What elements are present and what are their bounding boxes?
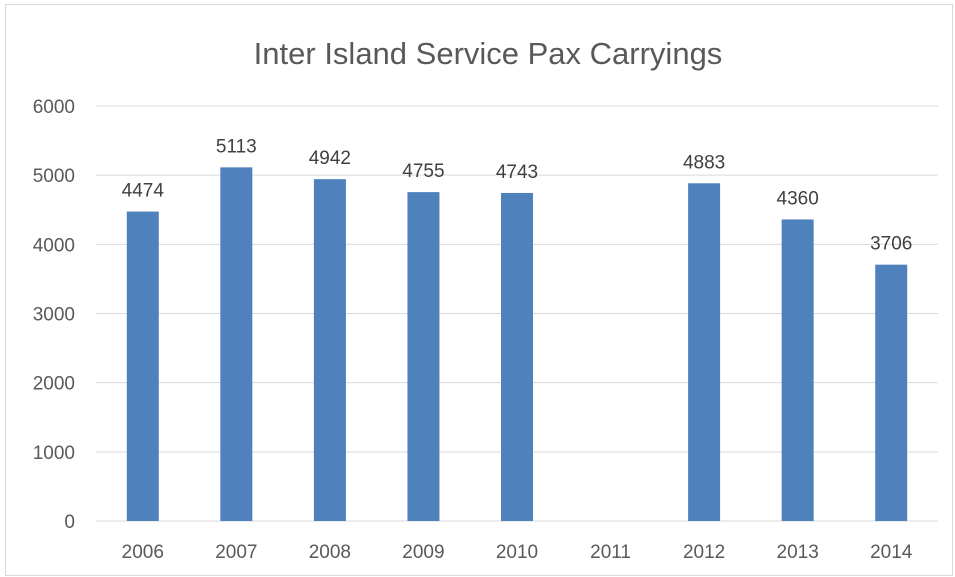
bar	[875, 264, 908, 521]
bar-value-label: 4755	[402, 161, 444, 182]
y-tick-label: 0	[64, 512, 75, 533]
x-tick-label: 2012	[683, 542, 725, 563]
x-tick-label: 2013	[777, 542, 819, 563]
x-tick-label: 2007	[215, 542, 257, 563]
bar-value-label: 4942	[309, 148, 351, 169]
bar-value-label: 5113	[216, 136, 257, 157]
bar-value-label: 3706	[870, 234, 912, 255]
bar	[313, 179, 346, 521]
bar-value-label: 4883	[683, 152, 725, 173]
bar	[407, 192, 440, 522]
y-tick-label: 3000	[33, 305, 75, 326]
bar-value-label: 4360	[777, 188, 819, 209]
x-tick-label: 2009	[402, 542, 444, 563]
bar	[220, 167, 253, 521]
x-tick-label: 2010	[496, 542, 538, 563]
x-axis-ticks: 2006 2007 2008 2009 2010 2011 2012 2013 2014	[122, 542, 913, 563]
x-tick-label: 2011	[590, 542, 631, 563]
bars	[126, 167, 908, 522]
data-labels: 4474 5113 4942 4755 4743 4883 4360 3706	[122, 136, 913, 254]
chart-title: Inter Island Service Pax Carryings	[254, 36, 723, 71]
bar	[781, 219, 814, 521]
y-tick-label: 5000	[33, 166, 75, 187]
y-tick-label: 1000	[33, 443, 75, 464]
bar	[126, 211, 159, 521]
bar-value-label: 4474	[122, 181, 165, 202]
y-tick-label: 2000	[33, 374, 75, 395]
bar	[688, 183, 721, 522]
y-tick-label: 6000	[33, 97, 75, 118]
y-tick-label: 4000	[33, 235, 75, 256]
bar-value-label: 4743	[496, 162, 538, 183]
bar	[501, 192, 533, 521]
x-tick-label: 2014	[870, 542, 913, 563]
x-tick-label: 2006	[122, 542, 164, 563]
y-axis-ticks: 0 1000 2000 3000 4000 5000 6000	[33, 97, 75, 533]
x-tick-label: 2008	[309, 542, 351, 563]
